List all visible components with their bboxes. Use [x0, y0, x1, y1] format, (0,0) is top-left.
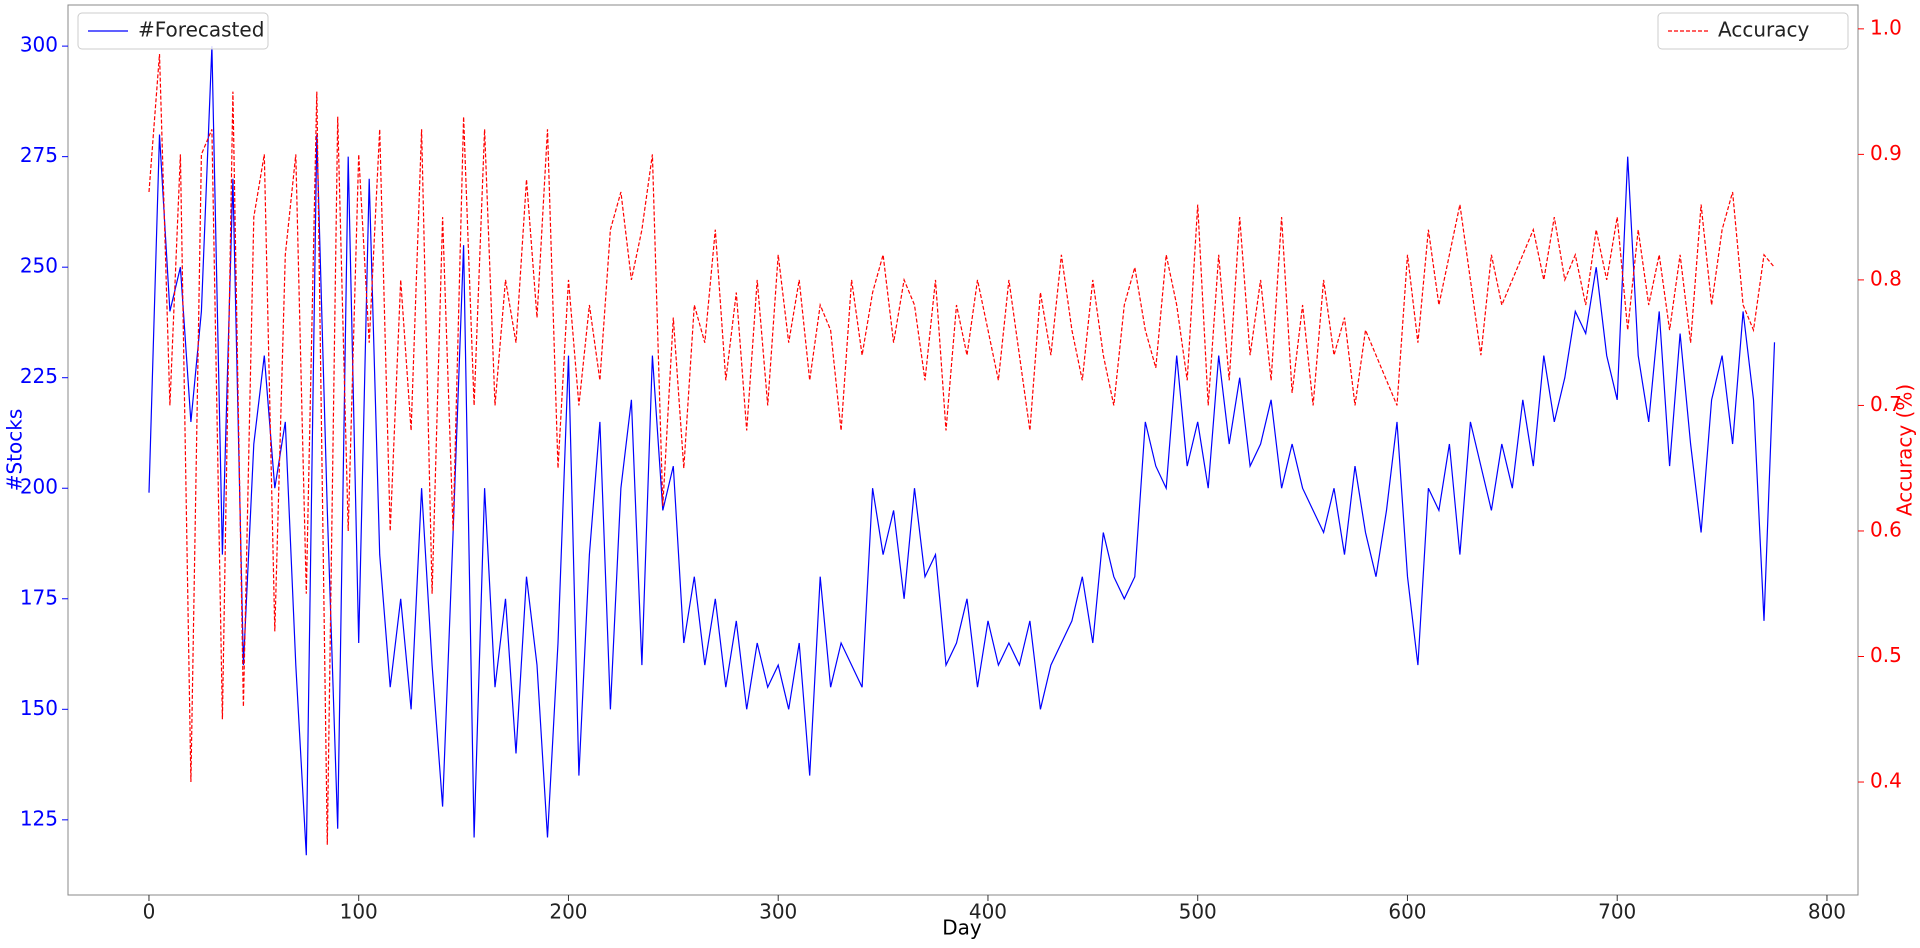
- x-tick-label: 800: [1808, 900, 1846, 924]
- y2-tick-label: 0.6: [1870, 517, 1902, 541]
- legend-label: #Forecasted: [138, 18, 264, 42]
- x-tick-label: 600: [1388, 900, 1426, 924]
- x-tick-label: 700: [1598, 900, 1636, 924]
- y2-tick-label: 0.9: [1870, 141, 1902, 165]
- x-tick-label: 400: [969, 900, 1007, 924]
- x-tick-label: 200: [549, 900, 587, 924]
- legend-label: Accuracy: [1718, 18, 1809, 42]
- x-tick-label: 0: [143, 900, 156, 924]
- y2-tick-label: 1.0: [1870, 15, 1902, 39]
- x-tick-label: 100: [340, 900, 378, 924]
- series-line: [148, 53, 1775, 845]
- x-axis-label: Day: [942, 916, 982, 940]
- y2-tick-label: 0.8: [1870, 266, 1902, 290]
- y2-axis-label: Accuracy (%): [1893, 384, 1917, 516]
- y2-tick-label: 0.7: [1870, 392, 1902, 416]
- y2-tick-label: 0.4: [1870, 769, 1902, 793]
- y-tick-label: 250: [20, 254, 58, 278]
- y-tick-label: 225: [20, 364, 58, 388]
- y2-tick-label: 0.5: [1870, 643, 1902, 667]
- plot-frame: [67, 4, 1859, 896]
- y-tick-label: 150: [20, 696, 58, 720]
- legend-box: [77, 12, 269, 50]
- legend: #Forecasted: [77, 12, 269, 50]
- y-tick-label: 175: [20, 585, 58, 609]
- y-tick-label: 275: [20, 143, 58, 167]
- y-tick-label: 200: [20, 475, 58, 499]
- legend-box: [1657, 12, 1849, 50]
- y-axis-label: #Stocks: [3, 409, 27, 492]
- legend: Accuracy: [1657, 12, 1849, 50]
- x-tick-label: 500: [1179, 900, 1217, 924]
- x-tick-label: 300: [759, 900, 797, 924]
- y-tick-label: 300: [20, 33, 58, 57]
- series-line: [148, 46, 1776, 856]
- y-tick-label: 125: [20, 806, 58, 830]
